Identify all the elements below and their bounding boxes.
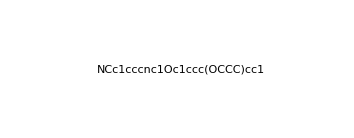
Text: NCc1cccnc1Oc1ccc(OCCC)cc1: NCc1cccnc1Oc1ccc(OCCC)cc1 bbox=[97, 65, 266, 75]
